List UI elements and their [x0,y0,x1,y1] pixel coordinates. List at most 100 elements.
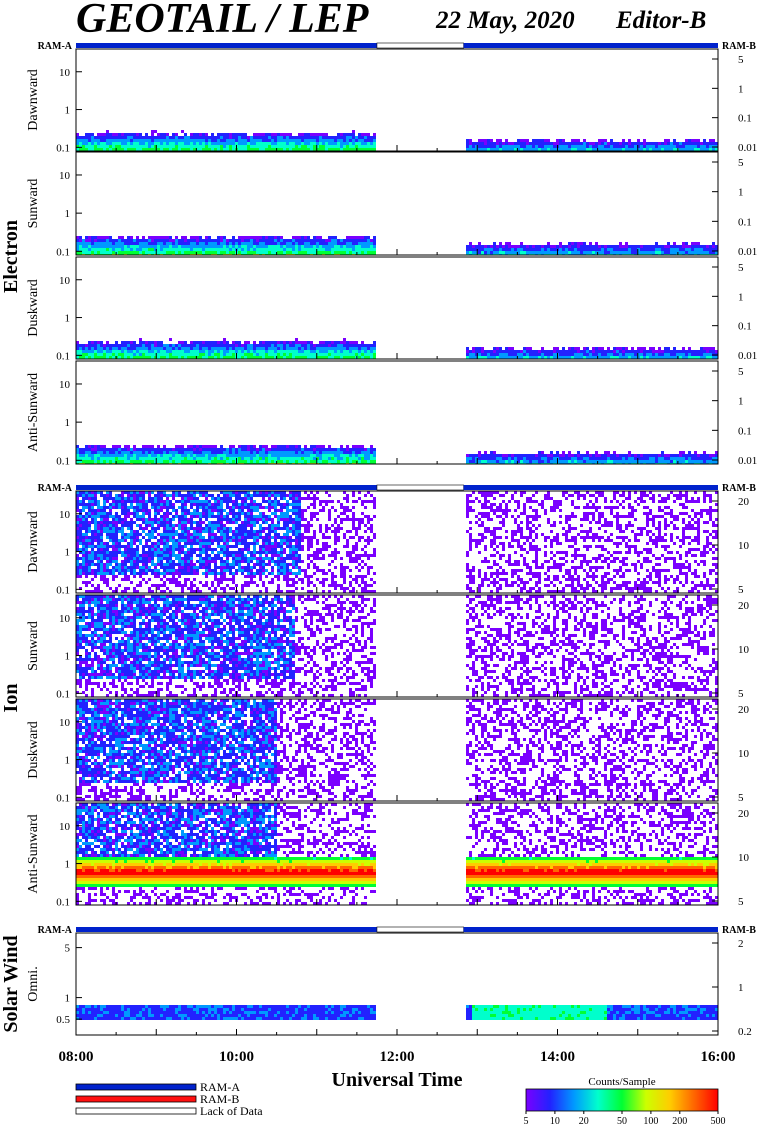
heatmap-cell [322,248,325,251]
heatmap-cell [109,557,112,560]
heatmap-cell [148,445,151,448]
heatmap-cell [157,445,160,448]
heatmap-cell [85,551,88,554]
heatmap-cell [184,248,187,251]
heatmap-cell [172,581,175,584]
heatmap-cell [112,572,115,575]
heatmap-cell [586,148,589,151]
heatmap-cell [178,584,181,587]
heatmap-cell [226,356,229,359]
heatmap-cell [106,245,109,248]
heatmap-cell [316,145,319,148]
heatmap-cell [130,548,133,551]
heatmap-cell [520,251,523,254]
heatmap-cell [136,356,139,359]
heatmap-cell [82,494,85,497]
heatmap-cell [76,539,79,542]
heatmap-cell [139,460,142,463]
heatmap-cell [121,494,124,497]
heatmap-cell [181,569,184,572]
heatmap-cell [229,248,232,251]
heatmap-cell [145,506,148,509]
heatmap-cell [124,572,127,575]
heatmap-cell [100,524,103,527]
group-label: Electron [0,220,22,293]
heatmap-cell [190,242,193,245]
heatmap-cell [688,251,691,254]
heatmap-cell [124,341,127,344]
heatmap-cell [274,460,277,463]
heatmap-cell [166,347,169,350]
heatmap-cell [229,142,232,145]
heatmap-cell [169,566,172,569]
heatmap-cell [343,239,346,242]
heatmap-cell [499,248,502,251]
heatmap-cell [625,347,628,350]
heatmap-cell [112,506,115,509]
heatmap-cell [148,560,151,563]
heatmap-cell [313,344,316,347]
heatmap-cell [316,136,319,139]
heatmap-cell [352,356,355,359]
heatmap-cell [325,353,328,356]
heatmap-cell [373,251,376,254]
heatmap-cell [250,242,253,245]
heatmap-cell [97,542,100,545]
heatmap-cell [346,353,349,356]
heatmap-cell [232,136,235,139]
heatmap-cell [148,353,151,356]
heatmap-cell [76,236,79,239]
heatmap-cell [280,457,283,460]
heatmap-cell [130,581,133,584]
heatmap-cell [184,341,187,344]
heatmap-cell [163,518,166,521]
heatmap-cell [94,248,97,251]
heatmap-cell [265,145,268,148]
heatmap-cell [478,460,481,463]
heatmap-cell [157,356,160,359]
heatmap-cell [301,145,304,148]
heatmap-cell [307,344,310,347]
heatmap-cell [85,536,88,539]
heatmap-cell [238,248,241,251]
heatmap-cell [706,248,709,251]
heatmap-cell [157,521,160,524]
heatmap-cell [673,350,676,353]
heatmap-cell [289,142,292,145]
heatmap-cell [172,578,175,581]
heatmap-cell [190,245,193,248]
heatmap-cell [166,497,169,500]
heatmap-cell [124,560,127,563]
heatmap-cell [178,251,181,254]
heatmap-cell [712,248,715,251]
heatmap-cell [151,524,154,527]
heatmap-cell [178,350,181,353]
heatmap-cell [217,142,220,145]
heatmap-cell [121,347,124,350]
heatmap-cell [643,457,646,460]
heatmap-cell [91,509,94,512]
heatmap-cell [325,448,328,451]
mode-label-left: RAM-A [38,483,73,494]
heatmap-cell [310,451,313,454]
heatmap-cell [151,347,154,350]
heatmap-cell [505,347,508,350]
heatmap-cell [172,145,175,148]
heatmap-cell [319,341,322,344]
heatmap-cell [487,248,490,251]
heatmap-cell [283,344,286,347]
heatmap-cell [490,460,493,463]
heatmap-cell [178,454,181,457]
heatmap-cell [652,356,655,359]
heatmap-cell [628,248,631,251]
heatmap-cell [466,142,469,145]
heatmap-cell [148,590,151,593]
heatmap-cell [94,524,97,527]
heatmap-cell [703,460,706,463]
heatmap-cell [178,575,181,578]
heatmap-cell [556,454,559,457]
heatmap-cell [601,142,604,145]
heatmap-cell [316,356,319,359]
heatmap-cell [133,245,136,248]
heatmap-cell [640,145,643,148]
